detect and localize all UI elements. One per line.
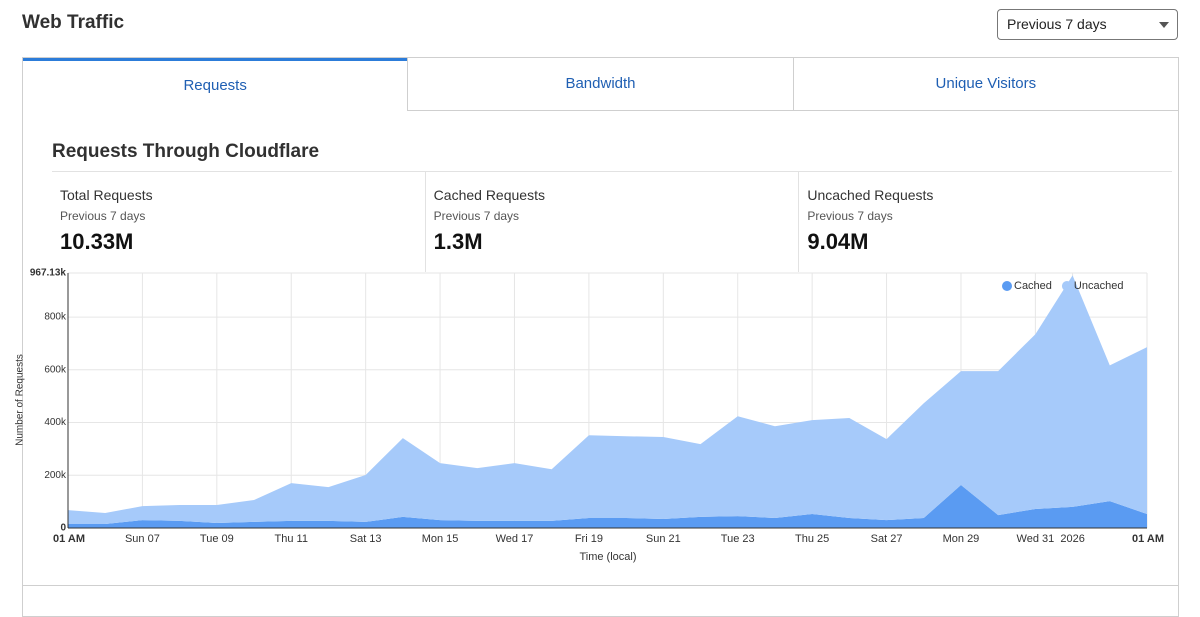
- x-tick-label: Sun 07: [125, 533, 160, 545]
- stat-period: Previous 7 days: [807, 209, 893, 223]
- x-tick-label: Tue 09: [200, 533, 234, 545]
- range-select[interactable]: Previous 7 days: [997, 9, 1178, 40]
- x-tick-label: Wed 17: [496, 533, 534, 545]
- stat-value: 9.04M: [807, 229, 869, 254]
- stat-label: Uncached Requests: [807, 187, 934, 203]
- tab[interactable]: Unique Visitors: [792, 58, 1178, 111]
- x-tick-label: Thu 25: [795, 533, 829, 545]
- tabs: Requests Bandwidth Unique Visitors: [23, 58, 1178, 111]
- tab[interactable]: Bandwidth: [407, 58, 793, 111]
- page-title: Web Traffic: [22, 12, 125, 33]
- traffic-card: Requests Bandwidth Unique Visitors Reque…: [22, 57, 1179, 617]
- x-tick-label: Fri 19: [575, 533, 603, 545]
- divider: [23, 585, 1178, 586]
- area: [68, 485, 1147, 528]
- x-tick-label: 01 AM: [53, 533, 85, 545]
- x-tick-label: Sat 13: [350, 533, 382, 545]
- x-tick-label: 01 AM: [1132, 533, 1164, 545]
- x-tick-label: Mon 29: [943, 533, 980, 545]
- x-tick-label: Sun 21: [646, 533, 681, 545]
- section-title: Requests Through Cloudflare: [52, 141, 320, 162]
- y-tick-label: 967.13k: [30, 268, 67, 279]
- legend-marker: [1002, 281, 1012, 291]
- x-tick-label: Sat 27: [871, 533, 903, 545]
- stat-value: 10.33M: [60, 229, 134, 254]
- stat: Uncached Requests Previous 7 days 9.04M: [798, 172, 1172, 272]
- y-tick-label: 400k: [44, 417, 67, 428]
- x-tick-label: Thu 11: [275, 533, 308, 545]
- y-tick-label: 0: [60, 523, 66, 534]
- stat: Total Requests Previous 7 days 10.33M: [52, 172, 425, 272]
- y-tick-label: 800k: [44, 312, 67, 323]
- legend-marker: [1061, 281, 1072, 291]
- stat-value: 1.3M: [433, 229, 483, 254]
- tab[interactable]: Requests: [23, 58, 408, 111]
- stat-period: Previous 7 days: [433, 209, 520, 223]
- y-tick-label: 200k: [44, 470, 67, 481]
- page: Web Traffic Previous 7 days Requests Ban…: [15, 9, 1179, 617]
- stat-period: Previous 7 days: [60, 209, 146, 223]
- x-tick-label: 2026: [1060, 533, 1084, 545]
- chart: Time (local) Number of Requests 0 200k 400…: [15, 268, 1164, 563]
- area: [68, 275, 1147, 525]
- stats: Total Requests Previous 7 days 10.33M Cach…: [52, 171, 1172, 272]
- x-tick-label: Wed 31: [1017, 533, 1055, 545]
- y-tick-label: 600k: [44, 364, 67, 375]
- legend-label: Cached: [1014, 280, 1052, 292]
- stat-label: Total Requests: [60, 187, 153, 203]
- legend-label: Uncached: [1074, 280, 1124, 292]
- x-axis-title: Time (local): [579, 551, 636, 563]
- stat: Cached Requests Previous 7 days 1.3M: [424, 172, 799, 272]
- y-axis-title: Number of Requests: [15, 354, 26, 446]
- x-tick-label: Mon 15: [422, 533, 459, 545]
- stat-label: Cached Requests: [433, 187, 545, 203]
- x-tick-label: Tue 23: [721, 533, 755, 545]
